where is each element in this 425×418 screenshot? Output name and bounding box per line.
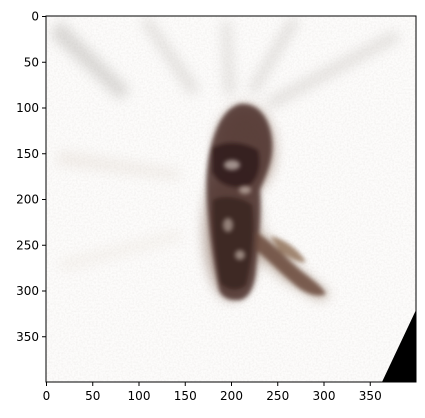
x-tick-label: 0 [43,389,51,403]
x-tick-label: 250 [266,389,289,403]
y-tick-label: 200 [16,193,39,207]
background-streaks [50,18,400,272]
y-tick-label: 350 [16,330,39,344]
y-axis: 0 50 100 150 200 250 300 350 [16,10,46,344]
figure-silhouette [204,103,330,301]
x-tick-label: 150 [174,389,197,403]
x-tick-label: 100 [128,389,151,403]
y-tick-label: 50 [24,55,39,69]
image-content [46,16,416,382]
y-tick-label: 0 [31,10,39,24]
y-tick-label: 100 [16,101,39,115]
x-tick-label: 300 [313,389,336,403]
y-tick-label: 250 [16,238,39,252]
x-tick-label: 350 [359,389,382,403]
y-tick-label: 150 [16,147,39,161]
x-tick-label: 50 [85,389,100,403]
y-tick-label: 300 [16,284,39,298]
x-axis: 0 50 100 150 200 250 300 350 [43,382,382,403]
x-tick-label: 200 [220,389,243,403]
corner-black-region [382,310,416,382]
